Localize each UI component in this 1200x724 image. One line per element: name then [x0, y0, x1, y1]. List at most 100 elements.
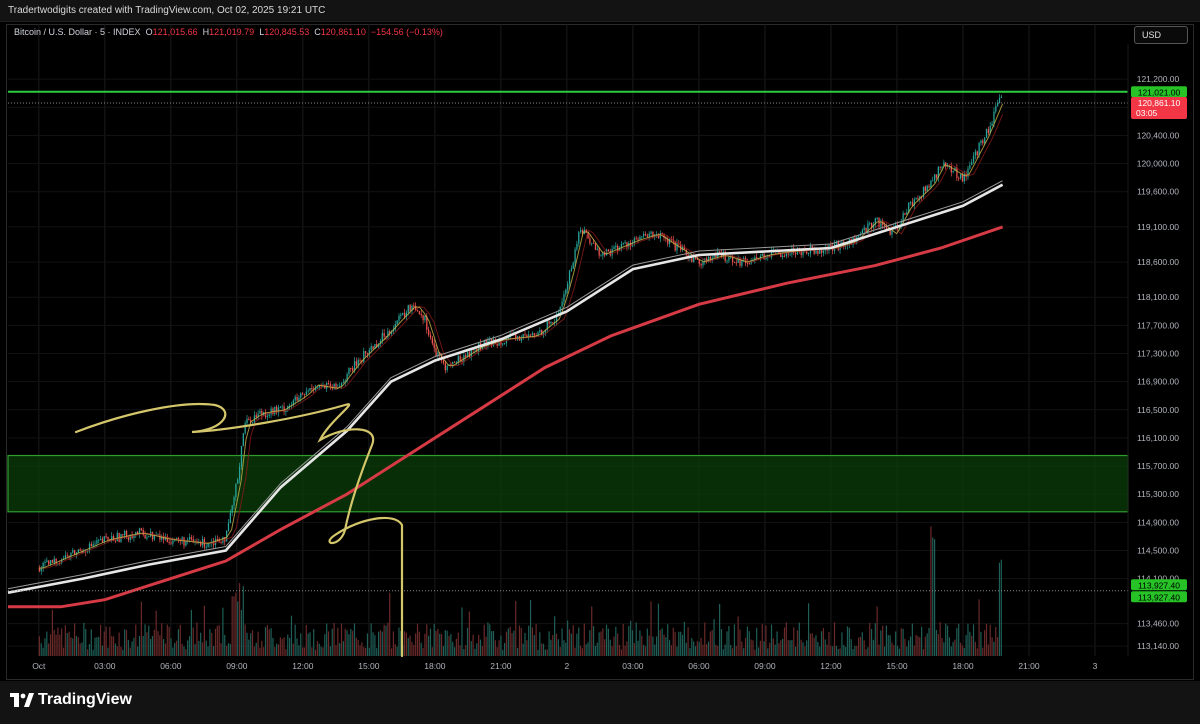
volume-bar — [885, 625, 888, 656]
candle-body — [248, 418, 250, 420]
candle-body — [122, 534, 124, 536]
candle-body — [398, 315, 400, 321]
volume-bar — [270, 628, 272, 656]
candle-body — [444, 363, 447, 371]
volume-bar — [409, 635, 411, 656]
candle-body — [259, 411, 261, 414]
volume-bar — [79, 643, 81, 656]
candle-body — [144, 534, 146, 539]
volume-bar — [276, 643, 278, 656]
candle-body — [917, 198, 919, 200]
volume-bar — [129, 647, 131, 656]
ohlc-legend: Bitcoin / U.S. Dollar · 5 · INDEX O121,0… — [14, 27, 443, 37]
x-tick-label: 03:00 — [622, 661, 644, 671]
candle-body — [528, 334, 530, 337]
volume-bar — [289, 637, 291, 656]
x-tick-label: 03:00 — [94, 661, 116, 671]
volume-bar — [683, 621, 685, 656]
volume-bar — [337, 627, 339, 656]
volume-bar — [359, 645, 361, 656]
volume-bar — [474, 648, 476, 656]
volume-bar — [657, 603, 660, 656]
volume-bar — [865, 649, 867, 656]
candle-body — [238, 466, 241, 480]
volume-bar — [870, 628, 873, 656]
volume-bar — [92, 649, 94, 656]
candle-body — [529, 334, 532, 336]
candle-body — [289, 405, 291, 407]
candle-body — [301, 393, 304, 395]
volume-bar — [272, 637, 274, 656]
volume-bar — [971, 635, 973, 656]
volume-bar — [924, 636, 926, 656]
candle-body — [276, 406, 278, 413]
volume-bar — [802, 642, 804, 656]
volume-bar — [481, 646, 483, 656]
volume-bar — [250, 633, 252, 656]
chart-frame[interactable] — [6, 24, 1194, 680]
volume-bar — [824, 639, 826, 656]
low-key: L — [259, 27, 265, 37]
candle-body — [576, 243, 578, 250]
volume-bar — [859, 636, 862, 656]
footer-bar: TradingView — [0, 681, 1200, 724]
volume-bar — [891, 642, 893, 656]
candle-body — [174, 540, 176, 542]
candle-body — [900, 222, 902, 227]
volume-bar — [631, 630, 634, 656]
y-tick-label: 116,500.00 — [1137, 405, 1179, 415]
volume-bar — [120, 646, 122, 656]
volume-bar — [491, 631, 493, 656]
volume-bar — [244, 624, 246, 656]
candle-body — [807, 253, 810, 255]
tradingview-logo[interactable]: TradingView — [10, 691, 132, 709]
volume-bar — [724, 644, 726, 656]
volume-bar — [112, 636, 115, 656]
candle-body — [874, 218, 876, 225]
volume-bar — [819, 646, 821, 656]
currency-button[interactable]: USD — [1134, 26, 1188, 44]
volume-bar — [144, 624, 146, 656]
volume-bar — [908, 640, 910, 656]
volume-bar — [94, 637, 96, 656]
candle-body — [153, 535, 156, 540]
volume-bar — [274, 647, 276, 656]
candle-body — [533, 333, 535, 336]
candle-body — [114, 540, 117, 542]
candle-body — [270, 408, 272, 415]
candle-body — [107, 536, 109, 540]
volume-bar — [578, 627, 580, 656]
volume-bar — [793, 627, 795, 656]
candle-body — [177, 538, 180, 540]
candle-body — [928, 186, 930, 188]
price-axis: 121,200.00120,800.00120,400.00120,000.00… — [1127, 44, 1180, 656]
candle-body — [952, 170, 954, 173]
volume-bar — [231, 596, 233, 656]
volume-bar — [192, 627, 194, 656]
volume-bar — [984, 630, 986, 656]
volume-bar — [707, 641, 710, 656]
candle-body — [468, 352, 471, 358]
candle-body — [585, 229, 587, 233]
volume-bar — [263, 647, 265, 656]
candle-body — [387, 331, 389, 338]
candle-body — [340, 382, 343, 387]
volume-bar — [174, 642, 176, 656]
volume-bar — [127, 639, 129, 656]
volume-bar — [48, 643, 50, 656]
volume-bar — [609, 639, 611, 656]
candle-body — [255, 415, 257, 418]
volume-bar — [216, 625, 218, 656]
volume-bar — [287, 634, 289, 656]
volume-bar — [468, 611, 470, 656]
candle-body — [520, 337, 522, 341]
candle-body — [524, 334, 526, 336]
candle-body — [548, 321, 550, 324]
volume-bar — [743, 648, 745, 656]
volume-bar — [340, 623, 343, 656]
volume-bar — [515, 601, 517, 656]
volume-bar — [90, 629, 92, 656]
volume-bar — [882, 625, 884, 656]
x-tick-label: 21:00 — [490, 661, 512, 671]
